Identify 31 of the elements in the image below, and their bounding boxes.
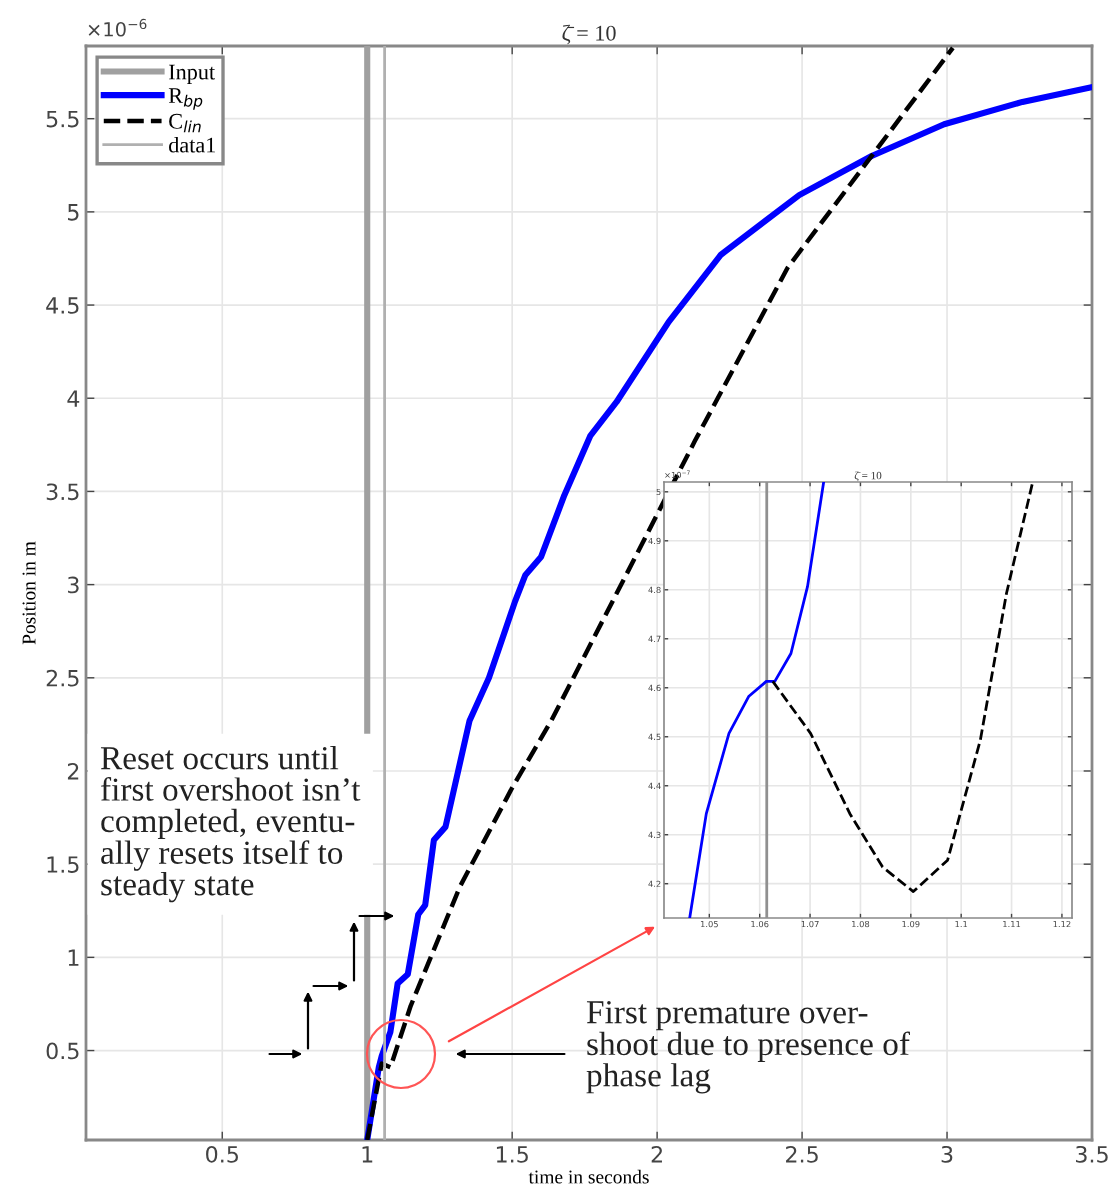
y-tick-label: 5 [68, 204, 79, 221]
y-tick-label: 4 [67, 390, 80, 407]
x-axis-title: time in seconds [528, 1169, 649, 1184]
annotation: Reset occurs until first overshoot isn’t completed, eventu- ally resets itself to steady state [100, 746, 361, 903]
y-tick-label: 2 [67, 762, 79, 780]
line-series [364, 83, 1092, 1140]
y-tick-label: 3.5 [46, 483, 79, 501]
legend-label: Input [169, 64, 215, 85]
x-tick-label: 3.5 [1076, 1145, 1108, 1163]
x-tick-label: 3 [941, 1145, 953, 1163]
chart-title: ζ̄ = 10 [562, 24, 616, 45]
x-tick-label: 1.5 [496, 1146, 528, 1163]
y-tick-label: 2.5 [46, 669, 79, 687]
legend-label: data1 [169, 136, 216, 153]
line-series [365, 46, 956, 1140]
y-tick-label: 3 [68, 576, 79, 594]
line-series [688, 482, 826, 918]
x-tick-label: 2.5 [786, 1145, 818, 1163]
x-tick-label: 0.5 [206, 1145, 238, 1163]
y-tick-label: 5.5 [46, 110, 79, 128]
y-tick-label: 1 [68, 949, 79, 966]
y-tick-label: 0.5 [46, 1042, 79, 1060]
legend-label: C$_{lin}$ [169, 113, 201, 133]
y-axis-title: Position in m [22, 541, 36, 645]
line-series [771, 482, 1035, 893]
annotation: First premature over- shoot due to presence of phase lag [586, 1001, 910, 1094]
text: ×10$^{−6}$ [88, 18, 147, 37]
x-tick-label: 1 [362, 1146, 373, 1163]
legend-label: R$_{bp}$ [168, 88, 203, 110]
y-tick-label: 4.5 [46, 297, 79, 314]
y-tick-label: 1.5 [47, 856, 79, 873]
